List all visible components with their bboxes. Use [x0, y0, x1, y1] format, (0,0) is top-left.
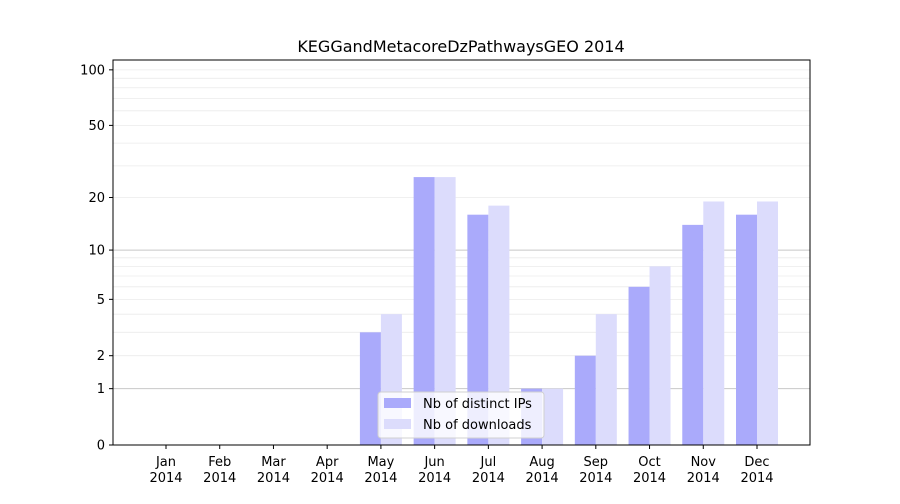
x-tick-label-year: 2014 [418, 471, 451, 486]
bar-downloads [542, 388, 564, 445]
x-tick-label-month: Mar [261, 455, 286, 470]
bar-downloads [649, 266, 671, 445]
y-tick-label: 50 [88, 119, 105, 134]
bar-downloads [434, 177, 456, 445]
y-tick-label: 5 [97, 293, 105, 308]
bar-downloads [488, 205, 510, 445]
bar-ips [467, 214, 489, 445]
y-tick-label: 2 [97, 349, 105, 364]
plot-frame [112, 59, 811, 446]
bar-ips [413, 177, 435, 445]
legend-label: Nb of downloads [423, 418, 532, 433]
y-tick-label: 10 [88, 244, 105, 259]
x-tick-label-year: 2014 [257, 471, 290, 486]
bar-ips [628, 286, 650, 445]
x-tick-label-month: May [367, 455, 394, 470]
x-tick-label-year: 2014 [687, 471, 720, 486]
x-tick-label-month: Feb [208, 455, 231, 470]
x-tick-label-month: Apr [316, 455, 339, 470]
bar-ips [682, 224, 704, 445]
x-tick-label-month: Oct [638, 455, 660, 470]
x-tick-label-year: 2014 [740, 471, 773, 486]
x-tick-label-year: 2014 [472, 471, 505, 486]
legend-swatch [384, 419, 411, 429]
x-tick-label-year: 2014 [364, 471, 397, 486]
legend-box [377, 391, 545, 439]
x-tick-label-month: Jan [155, 455, 176, 470]
bar-downloads [595, 314, 617, 445]
legend-swatch [384, 398, 411, 408]
x-tick-label-month: Sep [584, 455, 609, 470]
x-tick-label-year: 2014 [579, 471, 612, 486]
bar-ips [736, 214, 757, 445]
bar-downloads [703, 201, 725, 445]
legend-label: Nb of distinct IPs [423, 397, 532, 412]
y-tick-label: 20 [88, 191, 105, 206]
bar-downloads [757, 201, 778, 445]
x-tick-label-year: 2014 [149, 471, 182, 486]
x-tick-label-year: 2014 [311, 471, 344, 486]
x-tick-label-month: Jun [423, 455, 444, 470]
x-tick-label-month: Dec [744, 455, 769, 470]
y-tick-label: 100 [80, 63, 105, 78]
chart-title: KEGGandMetacoreDzPathwaysGEO 2014 [297, 37, 624, 56]
bar-ips [359, 332, 381, 445]
x-tick-label-year: 2014 [203, 471, 236, 486]
bar-ips [574, 355, 596, 445]
x-tick-label-month: Nov [691, 455, 717, 470]
x-tick-label-month: Aug [529, 455, 554, 470]
y-tick-label: 0 [97, 439, 105, 454]
x-tick-label-year: 2014 [633, 471, 666, 486]
legend: Nb of distinct IPs Nb of downloads [377, 391, 545, 439]
x-tick-label-year: 2014 [526, 471, 559, 486]
y-tick-label: 1 [97, 382, 105, 397]
x-tick-label-month: Jul [480, 455, 497, 470]
